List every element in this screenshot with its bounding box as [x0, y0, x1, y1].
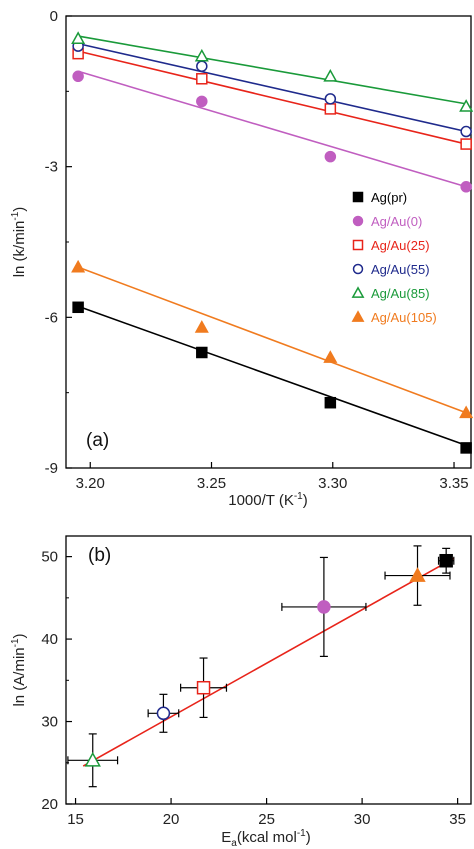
- data-point: [194, 48, 209, 62]
- y-tick-label-a: -9: [45, 460, 58, 477]
- data-point: [323, 68, 338, 82]
- x-axis-label-b: Ea(kcal mol-1): [221, 828, 311, 849]
- data-point: [84, 751, 101, 767]
- x-tick-label-a: 3.25: [197, 475, 226, 492]
- data-point: [324, 396, 337, 409]
- data-point: [71, 31, 86, 44]
- data-point: [324, 150, 337, 163]
- legend-label: Ag(pr): [371, 190, 407, 205]
- data-point: [323, 350, 338, 363]
- data-point: [72, 301, 84, 314]
- data-point: [194, 320, 209, 333]
- x-tick-label-a: 3.20: [76, 475, 105, 492]
- y-tick-label-b: 30: [41, 714, 58, 731]
- fit-line: [77, 42, 467, 133]
- y-tick-label-a: -6: [45, 309, 58, 326]
- panel-b: 15 20 25 30 35 20 30 40 50 (b) Ea(kcal mol-1) ln…: [10, 535, 472, 849]
- fit-line: [77, 50, 467, 145]
- data-point: [324, 103, 337, 115]
- panel-a: 3.20 3.25 3.30 3.350-3-6-9 Ag(pr)Ag/Au(0)Ag…: [10, 8, 474, 509]
- data-point: [196, 73, 208, 85]
- data-point: [460, 138, 472, 150]
- data-point: [72, 70, 84, 83]
- fit-line: [77, 266, 467, 414]
- y-tick-label-b: 20: [41, 796, 58, 813]
- y-tick-label-b: 50: [41, 549, 58, 566]
- fit-line: [77, 305, 467, 447]
- y-axis-label-b: ln (A/min-1): [10, 633, 28, 706]
- legend-marker: [352, 191, 364, 203]
- data-point: [439, 553, 453, 568]
- x-tick-label-a: 3.30: [318, 475, 347, 492]
- axis-ticks-b: 15 20 25 30 35 20 30 40 50: [41, 549, 466, 828]
- legend-label: Ag/Au(0): [371, 214, 422, 229]
- data-points-b: [67, 545, 455, 788]
- fit-line: [82, 557, 455, 767]
- legend-a: Ag(pr) Ag/Au(0) Ag/Au(25) Ag/Au(55) Ag/Au(85…: [351, 190, 437, 325]
- data-point: [460, 442, 472, 454]
- x-tick-label-a: 3.35: [439, 475, 468, 492]
- data-point: [460, 181, 472, 193]
- legend-label: Ag/Au(105): [371, 310, 437, 325]
- legend-marker: [352, 263, 364, 275]
- y-tick-label-a: 0: [50, 8, 58, 25]
- axis-ticks-a: 3.20 3.25 3.30 3.35 0 -3 -6 -9: [45, 8, 469, 492]
- data-point: [196, 346, 208, 359]
- data-point: [196, 95, 208, 108]
- fit-line: [77, 35, 467, 105]
- panel-label-b: (b): [88, 545, 111, 566]
- data-point: [71, 259, 86, 273]
- data-point: [459, 99, 474, 112]
- data-point: [196, 680, 211, 695]
- x-tick-label-b: 25: [258, 811, 275, 828]
- legend-label: Ag/Au(85): [371, 286, 430, 301]
- x-tick-label-b: 15: [67, 811, 84, 828]
- y-axis-label-a: ln (k/min-1): [10, 207, 28, 278]
- x-axis-label-a: 1000/T (K-1): [228, 491, 308, 509]
- data-point: [409, 567, 426, 582]
- data-point: [324, 93, 337, 105]
- fit-line: [77, 70, 467, 188]
- legend-label: Ag/Au(25): [371, 238, 430, 253]
- data-points-a: [71, 31, 474, 454]
- legend-marker: [351, 310, 365, 322]
- y-tick-label-a: -3: [45, 159, 58, 176]
- data-point: [459, 405, 474, 419]
- fit-line-b: [82, 557, 455, 767]
- y-tick-label-b: 40: [41, 631, 58, 648]
- data-point: [196, 60, 208, 72]
- x-tick-label-b: 30: [354, 811, 371, 828]
- x-tick-label-b: 35: [449, 811, 466, 828]
- legend-label: Ag/Au(55): [371, 262, 430, 277]
- data-point: [460, 125, 472, 138]
- legend-marker: [352, 239, 364, 251]
- panel-label-a: (a): [86, 430, 109, 451]
- legend-marker: [351, 286, 365, 298]
- fit-lines-a: [77, 35, 467, 447]
- legend-marker: [352, 215, 364, 227]
- data-point: [317, 600, 331, 614]
- x-tick-label-b: 20: [163, 811, 180, 828]
- plot-frame-b: [65, 535, 472, 805]
- data-point: [156, 706, 171, 721]
